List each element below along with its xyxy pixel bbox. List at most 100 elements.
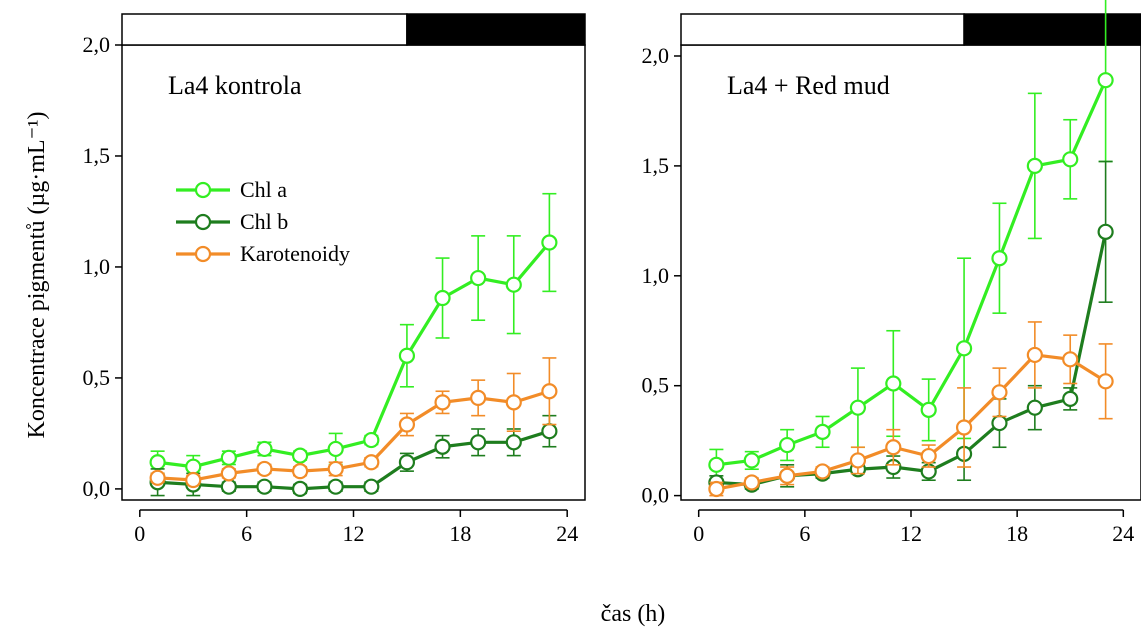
data-point (256, 440, 273, 458)
series-karotenoidy (708, 321, 1114, 498)
x-tick-label: 6 (241, 521, 252, 546)
data-point (885, 375, 902, 392)
data-point (291, 463, 309, 480)
data-point (955, 340, 973, 357)
x-tick-label: 24 (1112, 521, 1134, 546)
series-chl-b (149, 414, 558, 498)
data-point (1097, 223, 1114, 240)
y-tick-label: 1,0 (83, 254, 111, 279)
x-tick-label: 12 (343, 521, 365, 546)
legend-marker (194, 181, 212, 199)
data-point (327, 460, 344, 478)
legend-marker (194, 245, 212, 263)
dark-period-bar (406, 13, 586, 46)
data-point (849, 399, 867, 416)
series-karotenoidy (149, 357, 558, 489)
data-point (434, 394, 451, 411)
y-tick-label: 0,5 (83, 365, 111, 390)
plot-frame (680, 44, 1141, 501)
data-point (991, 414, 1008, 432)
data-point (920, 447, 937, 465)
x-tick-label: 24 (556, 521, 578, 546)
panel-label: La4 + Red mud (727, 71, 890, 100)
data-point (541, 423, 558, 440)
chart-panel-1: 0,0 0,5 1,0 1,5 2,0 0 6 12 18 24 La4 kontrola (83, 13, 586, 546)
data-point (708, 480, 725, 498)
x-tick-label: 12 (900, 521, 922, 546)
data-point (991, 250, 1008, 267)
data-point (779, 436, 796, 454)
data-point (363, 478, 380, 495)
data-point (920, 401, 937, 418)
data-point (955, 419, 973, 436)
data-point (149, 454, 166, 471)
x-tick-label: 6 (799, 521, 810, 546)
data-point (398, 416, 416, 433)
data-point (991, 384, 1008, 401)
y-tick-label: 0,5 (642, 373, 670, 398)
x-tick-label: 0 (693, 521, 704, 546)
y-axis-label: Koncentrace pigmentů (µg·mL⁻¹) (24, 112, 50, 439)
series-line (716, 79, 1108, 467)
x-tick-label: 0 (134, 521, 145, 546)
data-point (470, 269, 487, 287)
data-point (1026, 157, 1043, 174)
data-point (814, 463, 831, 480)
data-point (256, 460, 273, 478)
data-point (470, 434, 487, 451)
data-point (541, 383, 558, 400)
dark-period-bar (963, 13, 1141, 46)
data-point (505, 276, 522, 293)
data-point (363, 431, 380, 449)
light-period-bar (680, 13, 965, 46)
data-point (470, 389, 487, 407)
data-point (505, 434, 522, 451)
data-point (398, 454, 416, 471)
data-point (1026, 346, 1043, 364)
legend-marker (194, 213, 212, 231)
y-tick-label: 0,0 (642, 483, 670, 508)
data-point (505, 394, 522, 411)
y-tick-label: 1,5 (83, 143, 111, 168)
light-period-bar (121, 13, 408, 46)
series-line (157, 241, 551, 469)
data-point (363, 454, 380, 471)
data-point (327, 440, 344, 458)
legend-label: Chl a (240, 177, 287, 202)
data-point (885, 439, 902, 456)
x-tick-label: 18 (1006, 521, 1028, 546)
chart-panel-2: 0,0 0,5 1,0 1,5 2,0 0 6 12 18 24 La4 + Red mud (642, 0, 1141, 546)
data-point (1097, 373, 1114, 390)
data-point (220, 449, 237, 466)
data-point (743, 474, 760, 491)
data-point (1062, 390, 1079, 407)
data-point (1062, 151, 1079, 168)
series-chl-b (708, 160, 1114, 493)
series-line (157, 389, 550, 482)
legend-label: Chl b (240, 209, 288, 234)
legend-label: Karotenoidy (240, 241, 350, 266)
data-point (291, 480, 309, 498)
series-line (716, 231, 1108, 487)
series-chl-a (149, 192, 558, 479)
x-tick-label: 18 (449, 521, 471, 546)
data-point (291, 447, 309, 464)
data-point (779, 467, 796, 484)
y-tick-label: 1,0 (642, 263, 670, 288)
data-point (1062, 351, 1079, 368)
data-point (541, 234, 558, 251)
data-point (434, 438, 451, 455)
y-tick-label: 1,5 (642, 153, 670, 178)
data-point (185, 458, 202, 475)
data-point (220, 478, 237, 495)
data-point (185, 471, 202, 489)
y-tick-label: 2,0 (83, 32, 111, 57)
data-point (1097, 72, 1114, 89)
data-point (149, 469, 166, 486)
data-point (398, 347, 416, 364)
data-point (220, 465, 237, 482)
data-point (434, 289, 451, 307)
data-point (743, 452, 760, 469)
legend: Chl a Chl b Karotenoidy (176, 177, 350, 266)
